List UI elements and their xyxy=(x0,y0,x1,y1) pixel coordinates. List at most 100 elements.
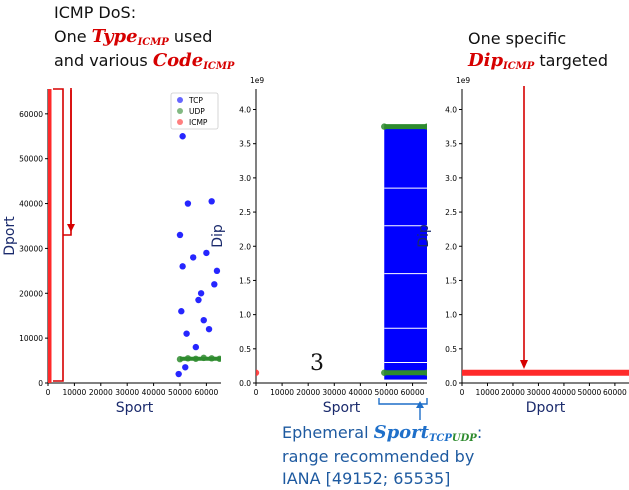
x-tick-label: 40000 xyxy=(142,388,166,397)
x-tick-label: 20000 xyxy=(296,388,320,397)
x-tick-label: 50000 xyxy=(577,388,601,397)
y-tick-label: 50000 xyxy=(19,155,43,164)
tcp-point xyxy=(192,343,200,351)
range-line1: range recommended by xyxy=(282,447,475,466)
tcp-point xyxy=(182,364,189,371)
panel-number: 3 xyxy=(310,351,324,376)
tcp-point xyxy=(179,133,186,140)
x-axis-label: Sport xyxy=(323,400,361,416)
tcp-point xyxy=(195,296,202,304)
tcp-point xyxy=(203,249,210,257)
sport-subscript-tcp: TCP xyxy=(428,433,452,444)
icmp-arrowhead xyxy=(67,224,75,232)
targeted-text: targeted xyxy=(534,50,609,70)
tcp-point xyxy=(179,263,186,270)
annotation-arrows xyxy=(53,86,528,420)
tcp-legend-label: TCP xyxy=(188,96,203,105)
tcp-point xyxy=(189,254,197,261)
y-tick-label: 0.0 xyxy=(445,379,457,388)
tcp-point xyxy=(200,316,207,324)
legend: TCP UDP ICMP xyxy=(170,92,219,130)
y-tick-label: 2.5 xyxy=(239,208,251,217)
ephemeral-annotation: Ephemeral SportTCPUDP: range recommended… xyxy=(282,423,482,487)
y-tick-label: 4.0 xyxy=(239,106,251,115)
sport-tcpudp-term: SportTCPUDP xyxy=(374,422,477,444)
x-tick-label: 10000 xyxy=(476,388,500,397)
y-tick-label: 40000 xyxy=(19,200,43,209)
legend-box xyxy=(170,92,219,130)
icmp-bracket xyxy=(53,88,64,382)
y-tick-label: 0.5 xyxy=(445,345,457,354)
icmp-line2-suffix: used xyxy=(168,26,213,46)
type-icmp-main: Type xyxy=(91,25,138,47)
y-tick-label: 0.0 xyxy=(239,379,251,388)
y-tick-label: 2.0 xyxy=(445,242,457,251)
y-tick-label: 20000 xyxy=(19,289,43,298)
x-tick-label: 0 xyxy=(254,388,259,397)
data-marks xyxy=(48,89,221,383)
x-axis-label: Dport xyxy=(526,400,566,416)
x-tick-label: 0 xyxy=(460,388,465,397)
data-marks xyxy=(256,123,427,380)
y-tick-label: 60000 xyxy=(19,110,43,119)
y-tick-label: 30000 xyxy=(19,244,43,253)
x-tick-label: 20000 xyxy=(89,388,113,397)
x-tick-label: 20000 xyxy=(501,388,525,397)
x-tick-label: 30000 xyxy=(322,388,346,397)
y-tick-label: 0.5 xyxy=(239,345,251,354)
dip-icmp-subscript: ICMP xyxy=(503,60,535,72)
tcp-band xyxy=(384,126,427,380)
tcp-point xyxy=(184,200,192,207)
x-tick-label: 30000 xyxy=(115,388,139,397)
udp-legend-label: UDP xyxy=(189,107,205,116)
udp-legend-marker xyxy=(177,108,183,114)
dip-icmp-main: Dip xyxy=(468,49,504,71)
sport-arrowhead xyxy=(416,401,424,408)
scale-label: 1e9 xyxy=(250,76,264,85)
sport-subscript-udp: UDP xyxy=(451,433,477,444)
y-tick-label: 0 xyxy=(38,379,43,388)
icmp-legend-label: ICMP xyxy=(189,118,208,127)
specific-dip-annotation: One specific DipICMP targeted xyxy=(468,30,608,72)
x-axis-label: Sport xyxy=(116,400,154,416)
code-icmp-subscript: ICMP xyxy=(203,60,235,72)
sport-bracket xyxy=(378,398,428,405)
specific-line1: One specific xyxy=(468,29,567,48)
x-tick-label: 10000 xyxy=(62,388,86,397)
y-tick-label: 3.5 xyxy=(445,140,457,149)
ephemeral-line: Ephemeral SportTCPUDP: xyxy=(282,423,482,444)
tcp-legend-marker xyxy=(177,97,183,103)
y-tick-label: 3.5 xyxy=(239,140,251,149)
y-tick-label: 3.0 xyxy=(445,174,457,183)
y-tick-label: 2.5 xyxy=(445,208,457,217)
chart-panel-2: 0 10000 20000 30000 40000 50000 60000 0.0 0.5 1.0… xyxy=(210,76,427,416)
y-axis-label: Dip xyxy=(210,224,226,248)
tcp-point xyxy=(211,281,218,288)
code-icmp-main: Code xyxy=(152,49,204,71)
dip-arrowhead xyxy=(520,360,528,369)
x-tick-label: 40000 xyxy=(348,388,372,397)
x-tick-label: 60000 xyxy=(401,388,425,397)
chart-panel-1: 0 10000 20000 30000 40000 50000 60000010000200… xyxy=(2,89,221,416)
ephemeral-suffix: : xyxy=(476,423,483,442)
y-tick-label: 2.0 xyxy=(239,242,251,251)
scale-label: 1e9 xyxy=(456,76,470,85)
tcp-point xyxy=(205,325,213,333)
icmp-dos-title: ICMP DoS: xyxy=(54,3,137,22)
chart-panel-3: 0 10000 20000 30000 40000 50000 60000 0.0 0.5 1.0… xyxy=(416,76,629,416)
icmp-legend-marker xyxy=(177,119,183,125)
icmp-leader-line xyxy=(63,90,72,236)
tcp-point xyxy=(178,308,185,315)
range-line2: IANA [49152; 65535] xyxy=(282,468,451,488)
y-tick-label: 3.0 xyxy=(239,174,251,183)
x-tick-label: 50000 xyxy=(168,388,192,397)
icmp-line2-prefix: One xyxy=(54,26,92,46)
y-tick-label: 1.5 xyxy=(445,276,457,285)
icmp-type-line: One TypeICMP used xyxy=(54,25,234,47)
code-icmp-term: CodeICMP xyxy=(153,50,235,71)
tcp-point xyxy=(213,267,221,275)
y-tick-label: 1.5 xyxy=(239,276,251,285)
x-tick-label: 60000 xyxy=(603,388,627,397)
icmp-code-line: and various CodeICMP xyxy=(54,50,235,71)
